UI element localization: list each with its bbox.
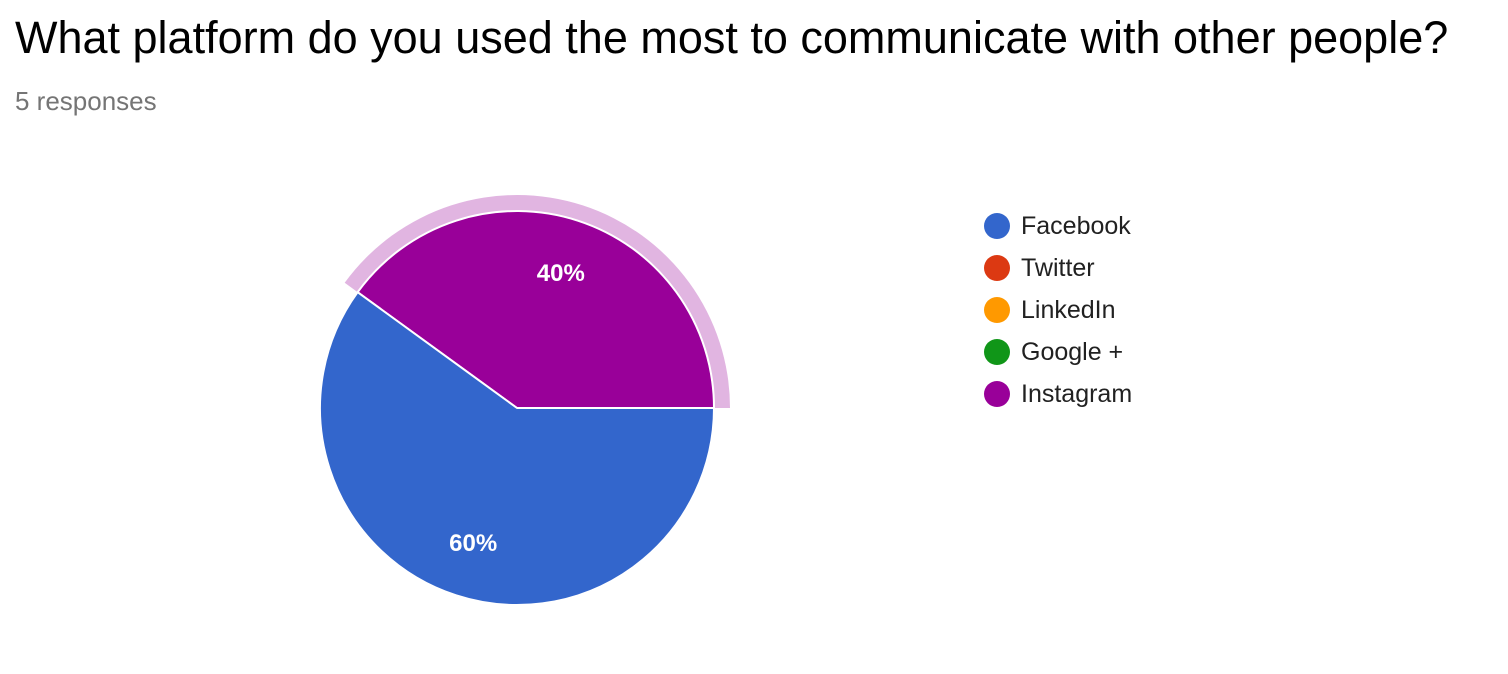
legend-item-google-plus[interactable]: Google + — [984, 331, 1132, 373]
legend-swatch — [984, 381, 1010, 407]
slice-label-facebook: 60% — [449, 530, 497, 557]
legend-swatch — [984, 339, 1010, 365]
legend-swatch — [984, 213, 1010, 239]
chart-legend: Facebook Twitter LinkedIn Google + Insta… — [984, 205, 1132, 415]
slice-label-instagram: 40% — [537, 260, 585, 287]
legend-label: Google + — [1021, 337, 1124, 366]
pie-slice-labels: 40% 60% — [449, 260, 585, 557]
pie-slices — [319, 194, 730, 606]
legend-item-linkedin[interactable]: LinkedIn — [984, 289, 1132, 331]
pie-slice-facebook[interactable] — [319, 291, 715, 606]
legend-label: LinkedIn — [1021, 295, 1116, 324]
legend-label: Facebook — [1021, 211, 1131, 240]
response-count: 5 responses — [15, 86, 157, 116]
chart-title: What platform do you used the most to co… — [15, 12, 1449, 63]
legend-label: Instagram — [1021, 379, 1133, 408]
legend-item-twitter[interactable]: Twitter — [984, 247, 1132, 289]
legend-swatch — [984, 255, 1010, 281]
legend-item-instagram[interactable]: Instagram — [984, 373, 1132, 415]
legend-label: Twitter — [1021, 253, 1095, 282]
pie-slice-instagram[interactable] — [356, 210, 715, 409]
legend-swatch — [984, 297, 1010, 323]
legend-item-facebook[interactable]: Facebook — [984, 205, 1132, 247]
